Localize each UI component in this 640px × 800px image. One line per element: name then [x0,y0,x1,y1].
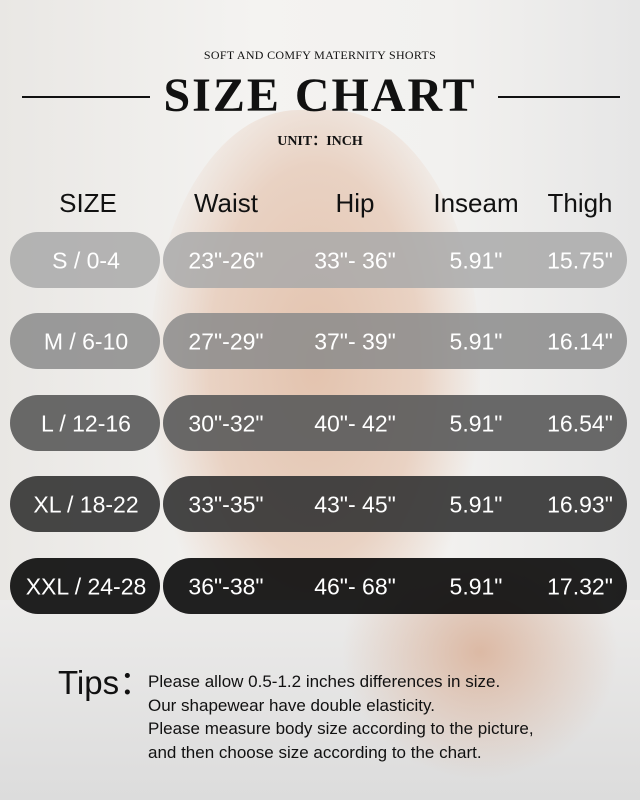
cell-hip: 43"- 45" [314,491,396,518]
cell-waist: 33"-35" [188,491,264,518]
cell-thigh: 17.32" [547,573,613,600]
cell-inseam: 5.91" [449,247,503,274]
cell-inseam: 5.91" [449,573,503,600]
cell-size: XXL / 24-28 [25,573,147,600]
cell-hip: 37"- 39" [314,328,396,355]
cell-hip: 40"- 42" [314,410,396,437]
measurement-pill [163,558,627,614]
title-divider-left [22,96,150,98]
title-divider-right [498,96,620,98]
cell-thigh: 16.14" [547,328,613,355]
cell-size: M / 6-10 [43,328,129,355]
tips-text: Please allow 0.5-1.2 inches differences … [148,670,534,764]
subtitle: SOFT AND COMFY MATERNITY SHORTS [203,48,437,62]
cell-size: L / 12-16 [41,410,131,437]
column-header-size: SIZE [59,188,117,218]
cell-waist: 27"-29" [188,328,264,355]
cell-inseam: 5.91" [449,410,503,437]
cell-size: S / 0-4 [52,247,120,274]
column-header-waist: Waist [193,188,259,218]
cell-thigh: 15.75" [547,247,613,274]
size-pill [10,558,160,614]
tip-line: Please allow 0.5-1.2 inches differences … [148,672,501,691]
unit-label: UNIT：INCH [277,134,363,149]
cell-size: XL / 18-22 [33,491,139,518]
measurement-pill [163,395,627,451]
measurement-pill [163,313,627,369]
page-title: SIZE CHART [163,69,477,122]
tip-line: and then choose size according to the ch… [148,742,482,762]
size-pill [10,232,160,288]
tip-line: Please measure body size according to th… [148,719,534,738]
column-header-hip: Hip [335,188,375,218]
cell-hip: 46"- 68" [314,573,396,600]
size-pill [10,395,160,451]
column-header-thigh: Thigh [547,188,613,218]
tips-heading: Tips： [58,664,153,701]
cell-waist: 23"-26" [188,247,264,274]
size-pill [10,313,160,369]
cell-hip: 33"- 36" [314,247,396,274]
column-header-inseam: Inseam [433,188,519,218]
measurement-pill [163,476,627,532]
title-row: SIZE CHART [0,68,640,128]
tip-line: Our shapewear have double elasticity. [148,695,435,715]
cell-inseam: 5.91" [449,328,503,355]
cell-waist: 30"-32" [188,410,264,437]
measurement-pill [163,232,627,288]
cell-inseam: 5.91" [449,491,503,518]
cell-thigh: 16.93" [547,491,613,518]
size-pill [10,476,160,532]
cell-thigh: 16.54" [547,410,613,437]
cell-waist: 36"-38" [188,573,264,600]
